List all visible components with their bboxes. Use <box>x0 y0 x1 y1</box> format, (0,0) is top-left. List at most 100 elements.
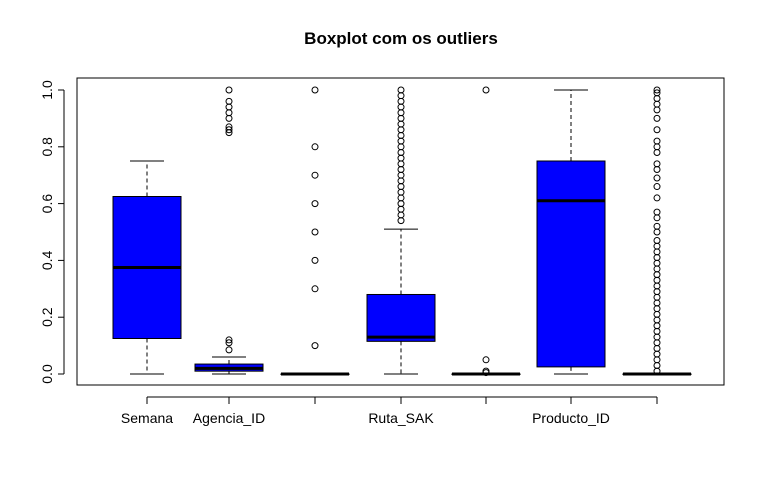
outlier-point <box>225 114 233 122</box>
outlier-point <box>397 177 405 185</box>
box-group <box>366 86 436 375</box>
outlier-point <box>311 342 319 350</box>
outlier-point <box>653 248 661 256</box>
outlier-point <box>653 350 661 358</box>
iqr-box <box>536 160 606 368</box>
outlier-point <box>397 211 405 219</box>
outlier-point <box>482 356 490 364</box>
outlier-point <box>653 339 661 347</box>
plot-frame <box>76 77 725 386</box>
outlier-point <box>397 92 405 100</box>
outlier-point <box>653 282 661 290</box>
outlier-point <box>653 333 661 341</box>
x-tick-label: Semana <box>121 410 173 426</box>
outlier-point <box>653 305 661 313</box>
outlier-point <box>397 114 405 122</box>
outlier-point <box>397 205 405 213</box>
y-tick-label: 0.2 <box>39 307 55 327</box>
iqr-box <box>366 293 436 342</box>
outlier-point <box>397 120 405 128</box>
outlier-point <box>311 256 319 264</box>
outlier-point <box>653 126 661 134</box>
outlier-point <box>397 148 405 156</box>
outlier-point <box>653 160 661 168</box>
y-tick-label: 0.0 <box>39 364 55 384</box>
outlier-point <box>653 299 661 307</box>
outlier-point <box>225 346 233 354</box>
outlier-point <box>653 344 661 352</box>
outlier-point <box>397 97 405 105</box>
outlier-point <box>397 154 405 162</box>
outlier-point <box>653 310 661 318</box>
outlier-point <box>225 86 233 94</box>
outlier-point <box>397 183 405 191</box>
box-group <box>280 86 350 376</box>
outlier-point <box>397 103 405 111</box>
box-group <box>451 86 521 377</box>
outlier-point <box>653 361 661 369</box>
outlier-point <box>397 171 405 179</box>
outlier-point <box>311 228 319 236</box>
outlier-point <box>311 143 319 151</box>
outlier-point <box>653 100 661 108</box>
x-tick-label: Ruta_SAK <box>368 410 434 426</box>
outlier-point <box>225 123 233 131</box>
outlier-point <box>397 137 405 145</box>
outlier-point <box>397 131 405 139</box>
outlier-point <box>653 276 661 284</box>
outlier-point <box>397 200 405 208</box>
outlier-point <box>225 339 233 347</box>
outlier-point <box>225 109 233 117</box>
outlier-point <box>653 242 661 250</box>
outlier-point <box>653 89 661 97</box>
y-tick-label: 0.4 <box>39 250 55 270</box>
outlier-point <box>311 86 319 94</box>
outlier-point <box>397 126 405 134</box>
box-group <box>194 86 264 375</box>
outlier-point <box>653 114 661 122</box>
outlier-point <box>653 222 661 230</box>
outlier-point <box>397 217 405 225</box>
box-group <box>622 86 692 376</box>
outlier-point <box>397 188 405 196</box>
outlier-point <box>311 285 319 293</box>
outlier-point <box>653 106 661 114</box>
chart-title: Boxplot com os outliers <box>304 29 498 48</box>
outlier-point <box>397 86 405 94</box>
x-axis: Semana Agencia_ID Ruta_SAK Producto_ID <box>121 396 658 426</box>
y-axis: 0.0 0.2 0.4 0.6 0.8 1.0 <box>39 80 65 384</box>
outlier-point <box>225 103 233 111</box>
boxes-layer <box>112 86 692 377</box>
outlier-point <box>653 237 661 245</box>
outlier-point <box>482 367 490 375</box>
outlier-point <box>397 109 405 117</box>
box-group <box>112 160 182 375</box>
outlier-point <box>653 183 661 191</box>
outlier-point <box>225 336 233 344</box>
outlier-point <box>653 265 661 273</box>
box-group <box>536 89 606 375</box>
outlier-point <box>653 316 661 324</box>
outlier-point <box>653 327 661 335</box>
outlier-point <box>653 356 661 364</box>
outlier-point <box>653 137 661 145</box>
x-tick-label: Producto_ID <box>532 410 610 426</box>
outlier-point <box>397 143 405 151</box>
outlier-point <box>225 126 233 134</box>
y-tick-label: 0.8 <box>39 137 55 157</box>
outlier-point <box>311 200 319 208</box>
outlier-point <box>653 293 661 301</box>
outlier-point <box>482 86 490 94</box>
outlier-point <box>653 208 661 216</box>
outlier-point <box>225 97 233 105</box>
outlier-point <box>653 143 661 151</box>
outlier-point <box>653 95 661 103</box>
outlier-point <box>653 288 661 296</box>
outlier-point <box>397 166 405 174</box>
outlier-point <box>653 228 661 236</box>
outlier-point <box>653 271 661 279</box>
outlier-point <box>653 322 661 330</box>
outlier-point <box>397 194 405 202</box>
x-tick-label: Agencia_ID <box>193 410 265 426</box>
y-tick-label: 0.6 <box>39 194 55 214</box>
